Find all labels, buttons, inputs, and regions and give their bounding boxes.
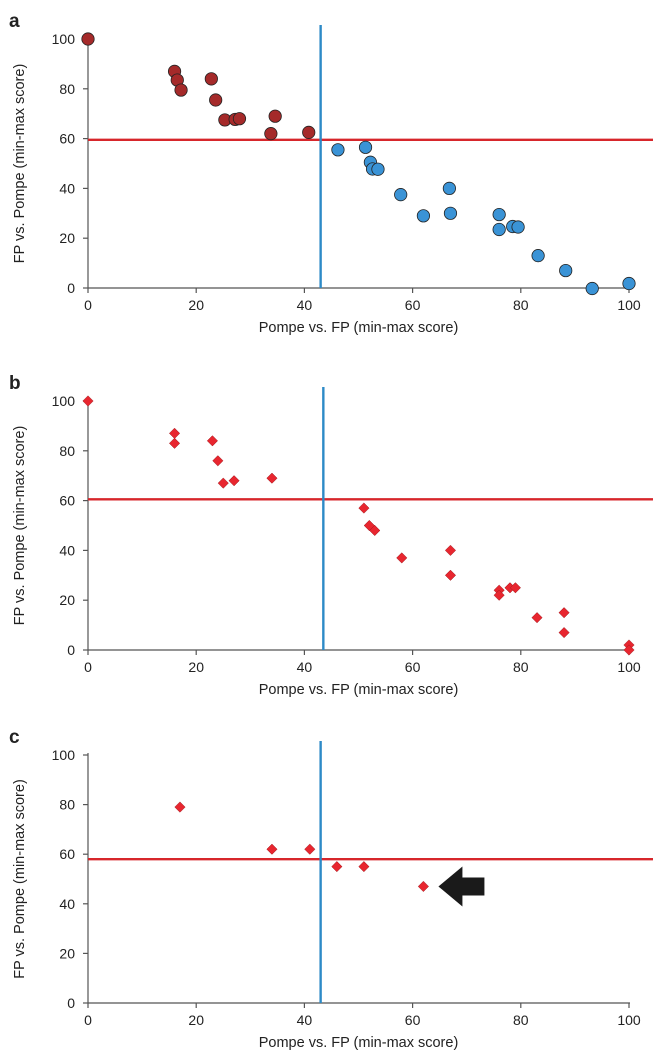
data-point xyxy=(371,162,385,176)
data-point xyxy=(331,861,343,873)
x-axis-title: Pompe vs. FP (min-max score) xyxy=(259,682,459,698)
x-tick-label: 20 xyxy=(188,659,204,675)
y-tick-label: 40 xyxy=(59,542,75,558)
data-point xyxy=(509,582,521,594)
data-point xyxy=(358,502,370,514)
x-tick-label: 40 xyxy=(297,1012,313,1028)
annotation-arrow-icon xyxy=(438,866,485,907)
data-point xyxy=(82,395,94,407)
data-point xyxy=(212,455,224,467)
data-point xyxy=(228,475,240,487)
x-tick-label: 100 xyxy=(617,659,641,675)
y-tick-label: 0 xyxy=(67,280,75,296)
panel-label: c xyxy=(9,727,20,748)
data-point xyxy=(444,544,457,556)
x-tick-label: 100 xyxy=(617,297,641,313)
data-point xyxy=(358,861,370,873)
data-point xyxy=(443,206,458,220)
y-tick-label: 60 xyxy=(59,131,75,147)
y-axis-title: FP vs. Pompe (min-max score) xyxy=(12,64,28,264)
data-point xyxy=(623,644,635,656)
data-point xyxy=(331,143,345,157)
y-tick-label: 100 xyxy=(52,747,76,763)
data-point xyxy=(302,125,316,139)
data-point xyxy=(444,569,457,581)
data-point xyxy=(81,32,95,46)
y-tick-label: 80 xyxy=(59,81,75,97)
data-point xyxy=(396,552,408,564)
data-point xyxy=(511,220,525,234)
data-point xyxy=(266,472,278,484)
data-point xyxy=(204,72,218,86)
data-point xyxy=(209,93,223,107)
y-tick-label: 20 xyxy=(59,945,75,961)
data-point xyxy=(416,209,431,223)
y-tick-label: 100 xyxy=(52,31,76,47)
x-tick-label: 0 xyxy=(84,297,92,313)
x-tick-label: 40 xyxy=(297,659,313,675)
y-tick-label: 60 xyxy=(59,493,75,509)
data-point xyxy=(492,222,506,237)
x-axis-title: Pompe vs. FP (min-max score) xyxy=(259,1035,459,1051)
x-tick-label: 0 xyxy=(84,1012,92,1028)
data-point xyxy=(264,127,278,141)
data-point xyxy=(493,589,505,601)
panel-label: a xyxy=(9,11,20,32)
data-point xyxy=(558,607,570,619)
data-point xyxy=(417,880,429,892)
y-tick-label: 0 xyxy=(67,995,75,1011)
y-tick-label: 60 xyxy=(59,846,75,862)
data-point xyxy=(217,477,229,489)
y-tick-label: 100 xyxy=(52,393,76,409)
y-tick-label: 0 xyxy=(67,642,75,658)
panel-label: b xyxy=(9,373,21,394)
data-point xyxy=(585,281,599,296)
x-tick-label: 100 xyxy=(617,1012,641,1028)
x-tick-label: 60 xyxy=(405,659,421,675)
x-tick-label: 60 xyxy=(405,1012,421,1028)
x-axis-title: Pompe vs. FP (min-max score) xyxy=(259,320,459,336)
x-tick-label: 80 xyxy=(513,297,529,313)
data-point xyxy=(442,181,456,195)
y-tick-label: 40 xyxy=(59,896,75,912)
y-tick-label: 20 xyxy=(59,230,75,246)
x-tick-label: 80 xyxy=(513,659,529,675)
data-point xyxy=(492,207,506,222)
data-point xyxy=(206,435,218,447)
data-point xyxy=(232,112,247,126)
data-point xyxy=(622,276,636,291)
data-point xyxy=(169,427,181,439)
data-point xyxy=(169,437,181,449)
data-point xyxy=(174,801,186,813)
data-point xyxy=(268,109,282,123)
data-point xyxy=(531,612,543,624)
y-axis-title: FP vs. Pompe (min-max score) xyxy=(12,779,28,979)
y-tick-label: 80 xyxy=(59,797,75,813)
x-tick-label: 80 xyxy=(513,1012,529,1028)
data-point xyxy=(531,249,545,263)
x-tick-label: 60 xyxy=(405,297,421,313)
data-point xyxy=(369,524,381,537)
data-point xyxy=(266,843,278,855)
x-tick-label: 20 xyxy=(188,297,204,313)
data-point xyxy=(394,188,408,202)
data-point xyxy=(304,843,316,855)
x-tick-label: 40 xyxy=(297,297,313,313)
data-point xyxy=(358,140,373,154)
data-point xyxy=(559,263,573,278)
y-tick-label: 40 xyxy=(59,180,75,196)
y-axis-title: FP vs. Pompe (min-max score) xyxy=(12,426,28,626)
x-tick-label: 20 xyxy=(188,1012,204,1028)
x-tick-label: 0 xyxy=(84,659,92,675)
y-tick-label: 80 xyxy=(59,443,75,459)
data-point xyxy=(558,627,570,639)
y-tick-label: 20 xyxy=(59,592,75,608)
data-point xyxy=(174,83,188,97)
